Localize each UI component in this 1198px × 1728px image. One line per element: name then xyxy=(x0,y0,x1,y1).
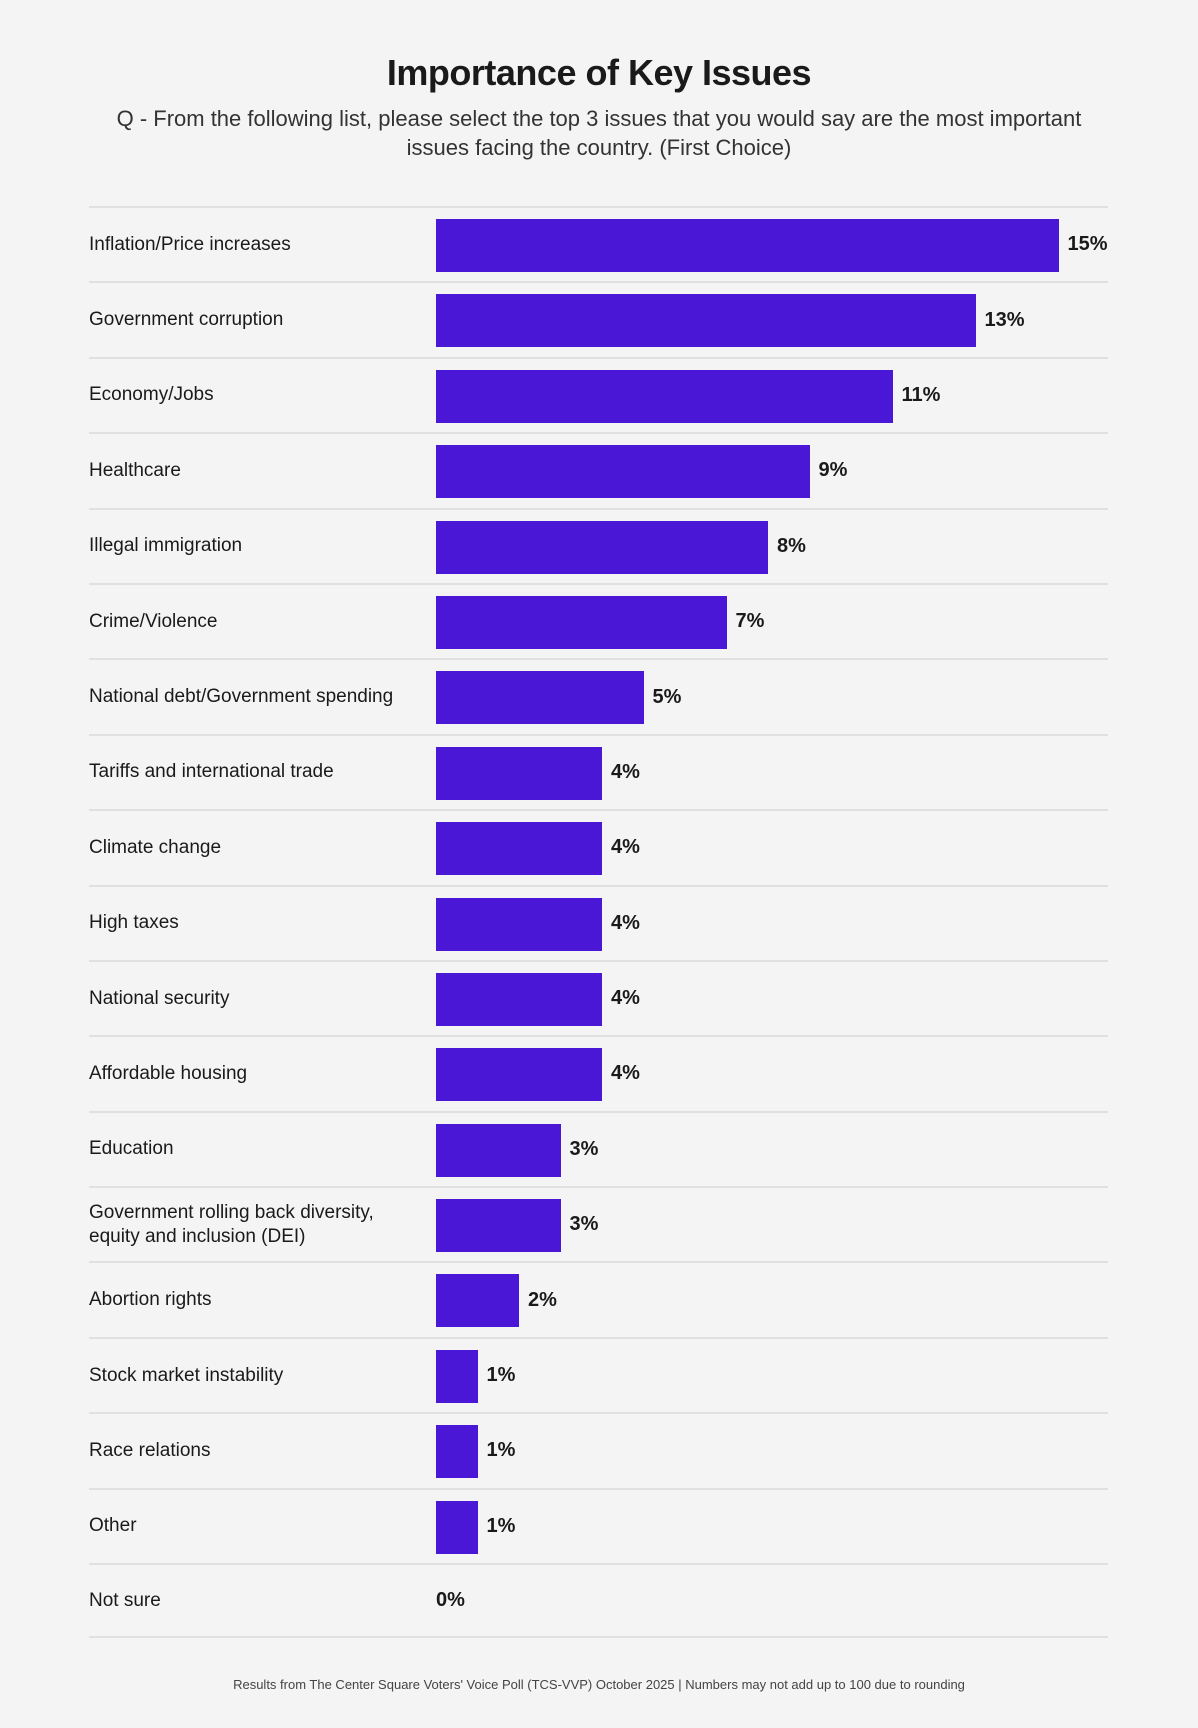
bar-row: Inflation/Price increases 15% xyxy=(89,206,1108,281)
bar-row: Not sure 0% xyxy=(89,1563,1108,1639)
category-label: Race relations xyxy=(89,1439,211,1461)
chart-title: Importance of Key Issues xyxy=(386,52,812,93)
category-label: National debt/Government spending xyxy=(89,686,394,708)
category-label: National security xyxy=(89,987,230,1009)
data-label: 4% xyxy=(611,911,640,934)
data-label: 4% xyxy=(611,987,640,1010)
bar xyxy=(436,1123,561,1177)
bar xyxy=(436,671,644,725)
category-label: Climate change xyxy=(89,836,222,858)
data-label: 11% xyxy=(901,383,941,406)
bar xyxy=(436,294,976,348)
data-label: 3% xyxy=(569,1213,599,1236)
category-label: Affordable housing xyxy=(89,1062,248,1084)
bar xyxy=(436,595,727,649)
bar-row: High taxes 4% xyxy=(89,884,1108,960)
bar-row: Tariffs and international trade 4% xyxy=(89,733,1108,809)
bar-row: National debt/Government spending 5% xyxy=(89,658,1108,733)
bar xyxy=(436,746,602,800)
data-label: 4% xyxy=(611,760,640,783)
bar xyxy=(436,1349,478,1403)
data-label: 1% xyxy=(486,1514,516,1537)
category-label: Illegal immigration xyxy=(89,535,243,557)
bar-row: Healthcare 9% xyxy=(89,432,1108,507)
bar-row: Economy/Jobs 11% xyxy=(89,356,1108,432)
data-label: 5% xyxy=(652,685,682,708)
category-label: Education xyxy=(89,1138,174,1160)
category-label: Other xyxy=(89,1515,137,1537)
category-label: Inflation/Price increases xyxy=(89,233,291,255)
bar-row: Crime/Violence 7% xyxy=(89,582,1108,658)
bar-row: Race relations 1% xyxy=(89,1412,1108,1487)
category-label: Government corruption xyxy=(89,309,284,331)
data-label: 4% xyxy=(611,836,640,859)
bar-row: Education 3% xyxy=(89,1110,1108,1186)
data-label: 13% xyxy=(984,308,1025,331)
bar xyxy=(436,1500,478,1554)
bar xyxy=(436,520,768,574)
bar-chart: Inflation/Price increases 15% Government c… xyxy=(89,206,1108,1639)
bar-row: Stock market instability 1% xyxy=(89,1336,1108,1412)
bar-row: Affordable housing 4% xyxy=(89,1035,1108,1110)
bar xyxy=(436,1274,519,1328)
bar xyxy=(436,445,810,499)
data-label: 8% xyxy=(777,534,806,557)
chart-footer: Results from The Center Square Voters' V… xyxy=(233,1677,965,1692)
bar xyxy=(436,822,602,876)
category-label: Economy/Jobs xyxy=(89,384,214,406)
bar-row: Government rolling back diversity, equit… xyxy=(89,1186,1108,1261)
bar xyxy=(436,897,602,951)
data-label: 3% xyxy=(569,1137,599,1160)
bar-row: Climate change 4% xyxy=(89,809,1108,884)
category-label: Tariffs and international trade xyxy=(89,761,334,783)
category-label: Government rolling back diversity, equit… xyxy=(89,1201,374,1247)
bar xyxy=(436,369,893,423)
data-label: 15% xyxy=(1067,233,1108,256)
bar-row: Illegal immigration 8% xyxy=(89,507,1108,583)
data-label: 4% xyxy=(611,1062,640,1085)
category-label: Healthcare xyxy=(89,459,181,481)
category-label: Crime/Violence xyxy=(89,610,218,632)
category-label: Not sure xyxy=(89,1589,161,1611)
bar-row: Other 1% xyxy=(89,1487,1108,1563)
data-label: 1% xyxy=(486,1364,516,1387)
bar xyxy=(436,972,602,1026)
data-label: 2% xyxy=(528,1288,557,1311)
bar-row: National security 4% xyxy=(89,959,1108,1035)
bar-row: Government corruption 13% xyxy=(89,281,1108,356)
bar xyxy=(436,1048,602,1102)
bar-row: Abortion rights 2% xyxy=(89,1261,1108,1336)
category-label: Stock market instability xyxy=(89,1364,284,1386)
data-label: 1% xyxy=(486,1439,516,1462)
category-label: Abortion rights xyxy=(89,1289,212,1311)
data-label: 0% xyxy=(436,1589,465,1612)
data-label: 7% xyxy=(735,610,765,633)
category-label: High taxes xyxy=(89,912,179,934)
bar xyxy=(436,219,1059,272)
bar xyxy=(436,1199,561,1253)
data-label: 9% xyxy=(818,459,848,482)
bar xyxy=(436,1425,478,1479)
chart-subtitle: Q - From the following list, please sele… xyxy=(116,106,1082,160)
